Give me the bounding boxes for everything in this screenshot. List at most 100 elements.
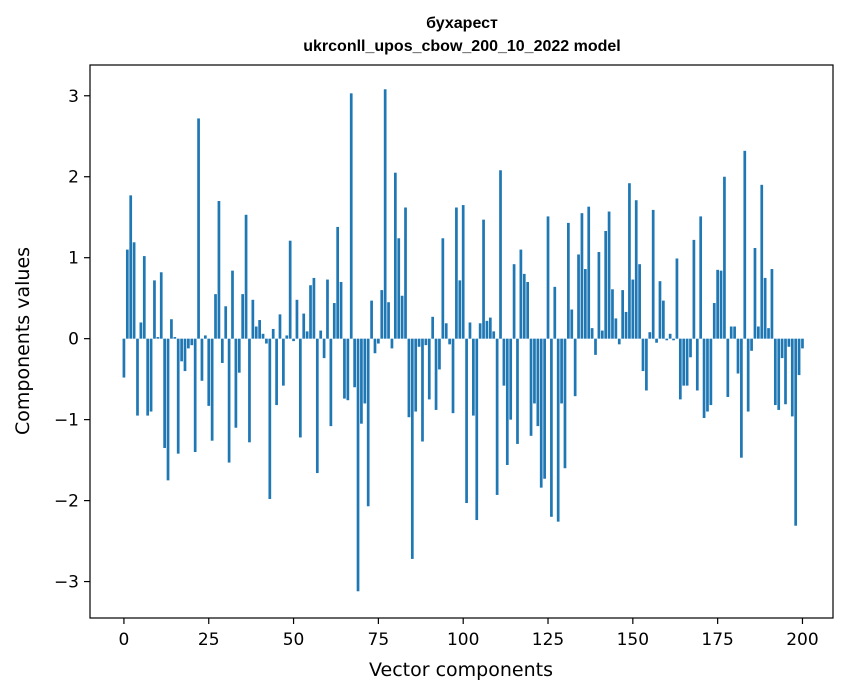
bar	[716, 269, 719, 339]
bar	[546, 216, 550, 339]
bar	[580, 213, 584, 339]
bar	[587, 206, 591, 339]
bar	[801, 338, 804, 349]
bar	[526, 281, 530, 339]
y-tick-label: −2	[54, 492, 79, 512]
bar	[414, 338, 418, 412]
bar	[692, 239, 696, 339]
bar	[709, 338, 713, 406]
y-tick-label: −1	[54, 411, 79, 431]
bars-group	[122, 89, 804, 592]
bar	[349, 93, 353, 339]
bar	[190, 338, 194, 346]
bar	[258, 320, 261, 339]
bar	[404, 207, 407, 339]
bar	[624, 311, 628, 339]
bar	[787, 338, 791, 347]
bar	[777, 338, 781, 410]
bar	[410, 338, 414, 559]
bar	[648, 332, 652, 339]
x-axis-ticks: 0 25 50 75 100 125 150 175 200	[119, 618, 819, 650]
bar	[746, 338, 750, 412]
bar	[390, 338, 394, 349]
bar	[237, 338, 241, 373]
x-tick-label: 150	[617, 630, 649, 650]
bar	[757, 326, 760, 339]
bar	[295, 299, 299, 339]
bar	[322, 338, 326, 359]
bar	[492, 331, 496, 339]
bar	[560, 338, 563, 404]
bar	[536, 338, 540, 427]
bar	[360, 338, 363, 424]
bar	[522, 273, 526, 339]
bar	[244, 214, 248, 339]
bar	[634, 200, 638, 339]
bar	[665, 338, 669, 341]
bar	[458, 280, 462, 339]
bar	[773, 338, 777, 406]
bar	[434, 338, 438, 410]
bar	[180, 338, 183, 362]
bar	[400, 295, 404, 339]
bar	[797, 338, 801, 376]
bar	[516, 338, 519, 444]
bar	[475, 338, 479, 521]
bar	[173, 337, 177, 339]
bar	[343, 338, 346, 399]
bar	[217, 201, 221, 339]
bar	[424, 338, 428, 346]
bar	[176, 338, 180, 454]
bar	[543, 338, 546, 479]
bar	[672, 338, 675, 341]
bar	[678, 338, 682, 400]
bar	[499, 170, 502, 339]
bar	[699, 216, 703, 339]
bar	[570, 309, 574, 339]
bar	[214, 294, 217, 339]
bar	[668, 333, 672, 339]
bar	[315, 338, 319, 474]
bar	[740, 338, 743, 458]
bar	[302, 313, 306, 339]
bar	[197, 118, 200, 339]
bar	[519, 249, 523, 339]
bar	[784, 338, 787, 405]
bar	[166, 338, 170, 481]
bar	[505, 338, 509, 465]
bar	[733, 326, 736, 339]
bar	[332, 303, 336, 339]
bar	[600, 330, 604, 339]
bar	[662, 300, 665, 339]
bar	[383, 89, 387, 339]
bar	[553, 286, 557, 339]
bar	[675, 258, 679, 339]
bar	[421, 338, 424, 442]
bar	[597, 252, 601, 339]
bar	[319, 330, 323, 339]
x-tick-label: 200	[786, 630, 818, 650]
bar	[478, 323, 482, 339]
bar	[638, 264, 641, 339]
bar	[353, 338, 356, 388]
bar	[706, 338, 709, 412]
bar	[723, 176, 726, 339]
x-axis-label: Vector components	[369, 659, 553, 681]
bar	[794, 338, 798, 526]
bar	[455, 207, 458, 339]
bar	[539, 338, 543, 488]
bar	[645, 338, 648, 391]
bar	[387, 302, 390, 339]
bar	[719, 270, 723, 339]
bar	[685, 338, 689, 386]
bar	[682, 338, 686, 386]
bar	[465, 338, 468, 504]
bar	[200, 338, 204, 381]
bar	[468, 322, 472, 339]
bar	[770, 269, 774, 339]
bar	[621, 290, 625, 339]
bar	[377, 338, 380, 344]
bar	[427, 338, 431, 400]
bar	[451, 338, 455, 414]
plot-frame	[89, 64, 834, 619]
